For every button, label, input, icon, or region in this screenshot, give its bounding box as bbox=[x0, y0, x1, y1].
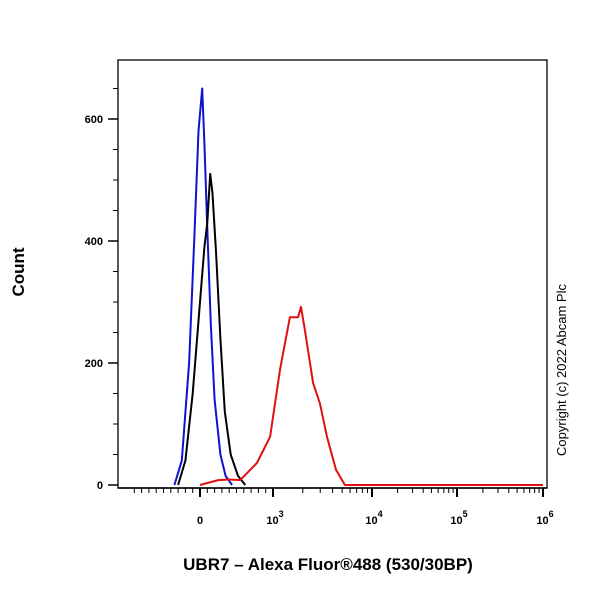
y-tick-label: 0 bbox=[97, 480, 103, 492]
histogram-series-0 bbox=[173, 87, 233, 486]
x-tick-label: 104 bbox=[365, 509, 382, 527]
x-tick-exponent: 6 bbox=[549, 509, 554, 519]
histogram-series-2 bbox=[199, 305, 543, 486]
x-tick-base: 0 bbox=[197, 515, 203, 527]
x-tick-label: 106 bbox=[536, 509, 553, 527]
x-tick-label: 0 bbox=[197, 515, 203, 527]
x-tick-base: 10 bbox=[536, 515, 548, 527]
x-tick-exponent: 3 bbox=[279, 509, 284, 519]
y-tick-label: 200 bbox=[85, 358, 103, 370]
x-tick-exponent: 4 bbox=[378, 509, 383, 519]
x-tick-base: 10 bbox=[450, 515, 462, 527]
x-tick-base: 10 bbox=[266, 515, 278, 527]
x-tick-base: 10 bbox=[365, 515, 377, 527]
x-tick-label: 105 bbox=[450, 509, 467, 527]
plot-frame bbox=[117, 59, 548, 489]
x-tick-label: 103 bbox=[266, 509, 283, 527]
y-tick-label: 400 bbox=[85, 236, 103, 248]
x-axis-title: UBR7 – Alexa Fluor®488 (530/30BP) bbox=[183, 555, 473, 574]
copyright-annotation: Copyright (c) 2022 Abcam Plc bbox=[554, 284, 569, 456]
x-tick-exponent: 5 bbox=[463, 509, 468, 519]
histogram-series-1 bbox=[177, 172, 247, 486]
y-tick-label: 600 bbox=[85, 114, 103, 126]
y-axis-title: Count bbox=[9, 247, 28, 296]
